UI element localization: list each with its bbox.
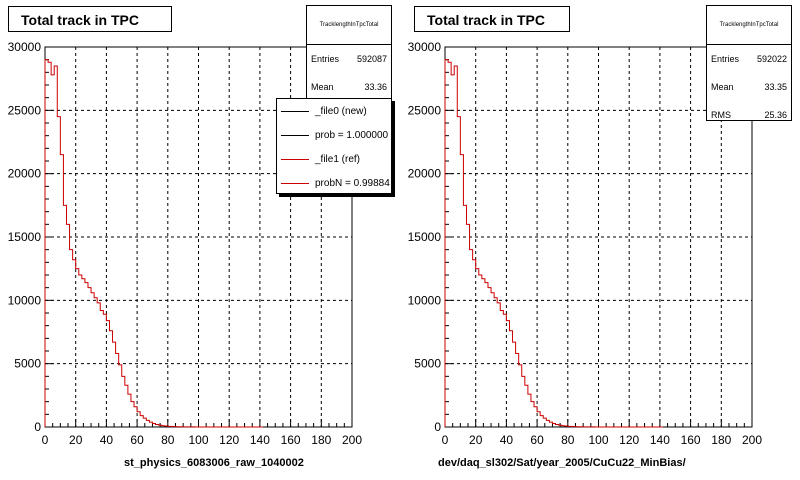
- right-x-tick-label: 180: [711, 433, 731, 447]
- right-chart-title: Total track in TPC: [414, 6, 570, 32]
- left-chart-title: Total track in TPC: [8, 6, 172, 32]
- right-stats-entries-value: 592022: [756, 54, 787, 64]
- left-stats-entries-label: Entries: [311, 54, 340, 64]
- legend-line-prob: [281, 134, 309, 136]
- left-x-tick-label: 140: [250, 433, 270, 447]
- right-stats-name: TracklengthInTpcTotal: [707, 6, 791, 45]
- left-y-tick-label: 10000: [8, 293, 42, 307]
- left-x-tick-label: 180: [311, 433, 331, 447]
- right-x-tick-label: 20: [469, 433, 483, 447]
- right-y-tick-label: 10000: [408, 293, 442, 307]
- right-stats-box: TracklengthInTpcTotal Entries 592022 Mea…: [706, 5, 792, 121]
- left-histogram-line: [44, 59, 263, 428]
- legend-line-ref: [281, 158, 309, 160]
- right-stats-mean-label: Mean: [711, 82, 734, 92]
- left-y-tick-label: 5000: [14, 357, 41, 371]
- right-x-tick-label: 160: [681, 433, 701, 447]
- right-y-tick-label: 30000: [408, 40, 442, 54]
- right-stats-entries-label: Entries: [711, 54, 740, 64]
- right-y-tick-label: 5000: [414, 357, 441, 371]
- left-stats-box: TracklengthInTpcTotal Entries 592087 Mea…: [306, 5, 392, 99]
- left-stats-mean-row: Mean 33.36: [307, 73, 391, 101]
- right-x-tick-label: 140: [650, 433, 670, 447]
- right-histogram-line: [444, 59, 663, 428]
- right-stats-rms-label: RMS: [711, 110, 731, 120]
- right-x-tick-label: 60: [530, 433, 544, 447]
- right-stats-mean-value: 33.35: [764, 82, 787, 92]
- left-x-tick-label: 40: [100, 433, 114, 447]
- right-y-tick-label: 20000: [408, 167, 442, 181]
- legend-label-ref: _file1 (ref): [315, 153, 361, 165]
- left-stats-name: TracklengthInTpcTotal: [307, 6, 391, 45]
- left-legend: _file0 (new) prob = 1.000000 _file1 (ref…: [276, 98, 392, 194]
- left-x-tick-label: 20: [69, 433, 83, 447]
- left-stats-mean-value: 33.36: [364, 82, 387, 92]
- left-y-tick-label: 30000: [8, 40, 42, 54]
- right-stats-entries-row: Entries 592022: [707, 45, 791, 73]
- right-stats-rms-value: 25.36: [764, 110, 787, 120]
- right-x-tick-label: 40: [500, 433, 514, 447]
- left-x-tick-label: 100: [188, 433, 208, 447]
- left-y-tick-label: 15000: [8, 230, 42, 244]
- right-stats-rms-row: RMS 25.36: [707, 101, 791, 129]
- left-y-tick-label: 0: [34, 420, 41, 434]
- right-x-tick-label: 120: [619, 433, 639, 447]
- legend-entry-probn: probN = 0.99884: [277, 171, 391, 193]
- right-y-tick-label: 25000: [408, 103, 442, 117]
- left-x-tick-label: 0: [42, 433, 49, 447]
- legend-entry-ref: _file1 (ref): [277, 147, 391, 171]
- legend-label-new: _file0 (new): [315, 105, 367, 117]
- right-plot-frame: [444, 46, 753, 428]
- right-y-tick-label: 15000: [408, 230, 442, 244]
- left-x-tick-label: 80: [161, 433, 175, 447]
- legend-label-probn: probN = 0.99884: [315, 177, 390, 189]
- left-x-tick-label: 120: [219, 433, 239, 447]
- legend-line-probn: [281, 182, 309, 184]
- left-y-tick-label: 20000: [8, 167, 42, 181]
- right-stats-mean-row: Mean 33.35: [707, 73, 791, 101]
- left-stats-entries-value: 592087: [356, 54, 387, 64]
- left-stats-entries-row: Entries 592087: [307, 45, 391, 73]
- left-stats-mean-label: Mean: [311, 82, 334, 92]
- legend-label-prob: prob = 1.000000: [315, 129, 389, 141]
- right-x-tick-label: 80: [561, 433, 575, 447]
- right-y-tick-label: 0: [434, 420, 441, 434]
- left-x-tick-label: 200: [342, 433, 362, 447]
- left-y-tick-label: 25000: [8, 103, 42, 117]
- left-x-tick-label: 60: [130, 433, 144, 447]
- legend-line-new: [281, 110, 309, 112]
- right-x-label: dev/daq_sl302/Sat/year_2005/CuCu22_MinBi…: [438, 457, 686, 469]
- legend-entry-new: _file0 (new): [277, 99, 391, 123]
- left-x-label: st_physics_6083006_raw_1040002: [124, 457, 304, 469]
- right-x-tick-label: 0: [442, 433, 449, 447]
- right-x-tick-label: 200: [742, 433, 762, 447]
- right-x-tick-label: 100: [588, 433, 608, 447]
- legend-entry-prob: prob = 1.000000: [277, 123, 391, 147]
- left-x-tick-label: 160: [281, 433, 301, 447]
